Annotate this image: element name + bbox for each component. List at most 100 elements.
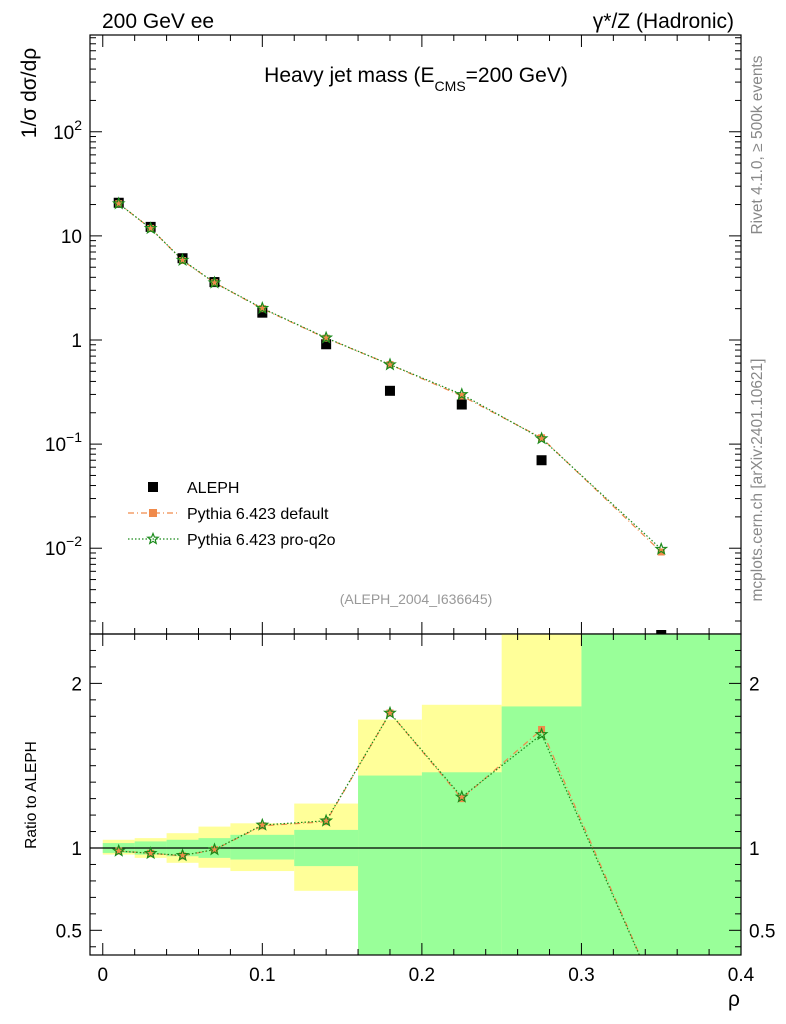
main-point-default	[147, 224, 155, 232]
main-y-tick-label: 10−2	[45, 533, 82, 560]
ratio-data-layer	[111, 705, 641, 955]
main-point-proq2o	[175, 252, 190, 267]
ratio-point-proq2o	[383, 705, 397, 719]
main-y-tick-label: 10−1	[45, 429, 82, 456]
main-line-default	[118, 203, 662, 553]
main-point-proq2o	[383, 357, 397, 371]
mcplots-label: mcplots.cern.ch [arXiv:2401.10621]	[749, 359, 766, 602]
ratio-point-default	[210, 846, 218, 854]
ratio-x-tick-label: 0	[97, 965, 108, 986]
ratio-point-proq2o	[454, 789, 469, 803]
main-point-proq2o	[654, 541, 669, 556]
ratio-y-tick-label: 0.5	[56, 921, 82, 942]
legend-star-shape	[146, 531, 160, 545]
ratio-y-tick-label-right: 2	[749, 674, 760, 695]
ratio-point-default	[386, 709, 394, 717]
ratio-frame	[89, 633, 742, 956]
x-axis-label: ρ	[728, 988, 740, 1011]
main-data-layer	[111, 196, 669, 634]
ratio-band-green	[501, 706, 582, 955]
main-point-aleph	[257, 307, 268, 318]
main-point-default	[538, 434, 546, 442]
legend-marker-proq2o	[146, 531, 160, 545]
main-point-aleph	[536, 455, 547, 466]
ratio-y-axis-label: Ratio to ALEPH	[23, 741, 40, 849]
main-title-text: Heavy jet mass (E	[264, 64, 434, 87]
main-point-default	[458, 392, 466, 400]
main-y-tick-base: 10	[53, 123, 74, 144]
main-title-subscript: CMS	[435, 78, 466, 94]
ratio-band-layer	[102, 634, 741, 955]
legend: ALEPH Pythia 6.423 default Pythia 6.423 …	[128, 480, 336, 549]
main-point-proq2o	[207, 275, 222, 289]
legend-entry-default: Pythia 6.423 default	[128, 506, 329, 523]
ratio-series-group	[111, 705, 641, 955]
main-y-tick-exponent: −2	[66, 533, 82, 549]
ratio-point-default	[179, 852, 187, 860]
header-left-title: 200 GeV ee	[102, 10, 214, 33]
main-point-default	[258, 305, 266, 313]
legend-label-default: Pythia 6.423 default	[187, 506, 329, 523]
ratio-x-tick-label: 0.3	[568, 965, 594, 986]
ratio-point-proq2o	[175, 848, 190, 862]
main-y-tick-base: 10	[61, 227, 82, 248]
ratio-y-tick-label: 1	[71, 839, 82, 860]
ratio-axis-layer: 0 0.1 0.2 0.3 0.4 0.5 0.5 1 1 2 2	[56, 633, 775, 986]
main-y-tick-label: 1	[71, 331, 82, 352]
header-right-title: γ*/Z (Hadronic)	[593, 10, 734, 33]
legend-marker-aleph	[148, 482, 158, 492]
main-line-proq2o	[118, 203, 662, 550]
ratio-point-default	[115, 847, 123, 855]
ratio-y-tick-label-right: 1	[749, 839, 760, 860]
ratio-band-green	[581, 634, 741, 955]
main-point-default	[179, 257, 187, 265]
ratio-y-tick-label-right: 0.5	[749, 921, 775, 942]
main-title-tail: =200 GeV)	[466, 64, 568, 87]
ratio-band-green	[421, 772, 502, 955]
ratio-x-tick-label: 0.1	[249, 965, 275, 986]
ratio-band-green	[358, 775, 422, 955]
legend-entry-proq2o: Pythia 6.423 pro-q2o	[128, 531, 336, 549]
main-y-tick-base: 10	[45, 435, 66, 456]
ratio-point-proq2o	[319, 813, 334, 827]
analysis-watermark: (ALEPH_2004_I636645)	[340, 591, 493, 607]
main-point-proq2o	[255, 300, 270, 315]
main-y-tick-label: 10	[61, 227, 82, 248]
ratio-line-proq2o	[118, 711, 640, 955]
main-point-aleph	[656, 630, 667, 634]
main-y-tick-label: 102	[53, 117, 82, 144]
ratio-y-tick-label: 2	[71, 674, 82, 695]
main-point-default	[322, 334, 330, 342]
ratio-point-proq2o	[534, 727, 549, 741]
main-y-tick-base: 10	[45, 539, 66, 560]
ratio-point-default	[258, 822, 266, 830]
legend-marker-default	[149, 509, 157, 517]
main-point-default	[210, 279, 218, 287]
main-point-proq2o	[319, 330, 334, 344]
ratio-point-proq2o	[111, 843, 126, 857]
main-y-tick-base: 1	[71, 331, 82, 352]
ratio-x-tick-label: 0.2	[409, 965, 435, 986]
ratio-panel: 0 0.1 0.2 0.3 0.4 0.5 0.5 1 1 2 2 Ratio to ALEPH ρ	[23, 633, 775, 1011]
main-point-aleph	[321, 339, 332, 350]
legend-label-proq2o: Pythia 6.423 pro-q2o	[187, 532, 336, 549]
ratio-point-proq2o	[207, 842, 222, 856]
main-point-proq2o	[111, 196, 126, 210]
main-point-aleph	[384, 385, 395, 396]
ratio-point-default	[322, 818, 330, 826]
legend-entry-aleph: ALEPH	[148, 480, 239, 497]
legend-label-aleph: ALEPH	[187, 480, 239, 497]
main-point-proq2o	[534, 431, 549, 445]
ratio-point-proq2o	[143, 846, 158, 860]
main-point-default	[115, 200, 123, 208]
main-title: Heavy jet mass (ECMS=200 GeV)	[264, 64, 568, 94]
ratio-band-green	[230, 834, 295, 860]
main-y-tick-exponent: 2	[74, 117, 82, 133]
main-point-aleph	[456, 399, 467, 410]
ratio-point-default	[147, 849, 155, 857]
ratio-point-proq2o	[255, 817, 270, 831]
main-point-proq2o	[454, 387, 469, 401]
